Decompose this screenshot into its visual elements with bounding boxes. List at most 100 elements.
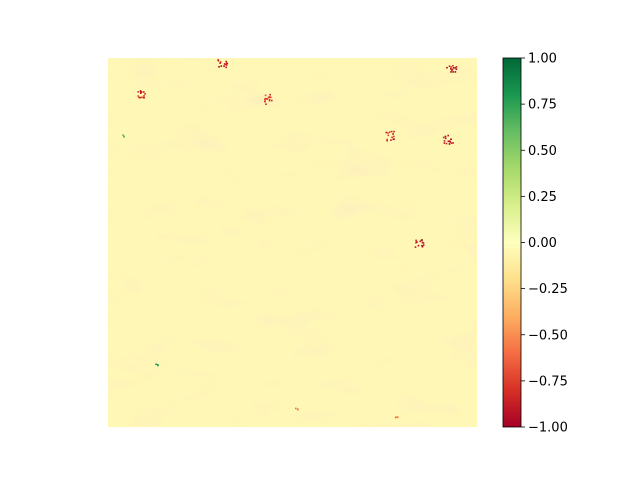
- heatmap-pixel: [455, 68, 458, 70]
- heatmap-pixel: [390, 139, 392, 141]
- heatmap-pixel: [385, 131, 388, 134]
- heatmap-pixel: [454, 71, 457, 73]
- heatmap-cluster: [137, 90, 146, 99]
- heatmap-pixel: [264, 100, 266, 103]
- heatmap-pixel: [265, 103, 267, 105]
- heatmap-pixel: [144, 93, 146, 95]
- heatmap-pixel: [295, 407, 297, 410]
- heatmap-pixel: [415, 241, 417, 244]
- heatmap-pixel: [419, 240, 422, 243]
- heatmap-texture: [108, 58, 477, 427]
- colorbar: 1.00 0.75 0.50 0.25 0.00 −0.25 −0.50 −0.75 −1.00: [502, 52, 568, 436]
- colorbar-tick-label: −1.00: [528, 421, 568, 436]
- heatmap-pixel: [387, 134, 390, 137]
- heatmap-pixel: [446, 66, 448, 69]
- heatmap-pixel: [417, 244, 420, 247]
- heatmap-pixel: [225, 63, 227, 66]
- heatmap-pixel: [223, 65, 225, 67]
- heatmap-pixel: [223, 63, 226, 65]
- colorbar-tick-label: 0.50: [528, 144, 557, 159]
- heatmap-pixel: [448, 143, 451, 145]
- heatmap-pixel: [394, 416, 397, 419]
- heatmap-pixel: [268, 96, 271, 98]
- heatmap-pixel: [390, 130, 393, 133]
- heatmap-pixel: [451, 69, 453, 72]
- heatmap-pixel: [393, 130, 395, 133]
- heatmap-pixel: [264, 94, 267, 97]
- heatmap-pixel: [139, 90, 142, 92]
- heatmap-pixel: [140, 92, 142, 94]
- heatmap-pixel: [447, 134, 449, 137]
- heatmap-pixel: [443, 142, 446, 144]
- colorbar-tick-label: −0.75: [528, 374, 568, 389]
- heatmap-pixel: [269, 96, 272, 99]
- heatmap-pixel: [452, 67, 455, 69]
- heatmap-cluster: [446, 65, 458, 73]
- colorbar-tick-label: −0.25: [528, 282, 568, 297]
- colorbar-tick-label: −0.50: [528, 328, 568, 343]
- heatmap-pixel: [444, 135, 447, 138]
- heatmap-pixel: [443, 140, 446, 142]
- heatmap-pixel: [141, 96, 143, 99]
- heatmap-pixel: [389, 131, 391, 133]
- heatmap-pixel: [455, 66, 458, 68]
- heatmap-point: [155, 363, 159, 367]
- heatmap-pixel: [268, 98, 271, 101]
- heatmap-pixel: [391, 136, 393, 139]
- heatmap-pixel: [219, 61, 222, 63]
- heatmap-pixel: [452, 65, 454, 67]
- heatmap-pixel: [141, 91, 143, 93]
- heatmap-pixel: [296, 408, 299, 411]
- heatmap-pixel: [139, 96, 141, 99]
- heatmap-pixel: [421, 244, 423, 247]
- heatmap-pixel: [450, 142, 453, 144]
- heatmap-pixel: [450, 71, 452, 73]
- heatmap-pixel: [450, 138, 452, 140]
- colorbar-tick-label: 0.00: [528, 236, 557, 251]
- heatmap-pixel: [387, 132, 389, 134]
- heatmap-pixel: [143, 95, 145, 97]
- heatmap-pixel: [386, 138, 388, 141]
- heatmap-pixel: [271, 99, 273, 102]
- heatmap-pixel: [155, 363, 157, 366]
- heatmap-pixel: [392, 133, 394, 135]
- heatmap-pixel: [264, 99, 266, 101]
- heatmap-pixel: [143, 96, 145, 99]
- heatmap-pixel: [265, 97, 267, 100]
- heatmap-pixel: [226, 62, 228, 64]
- heatmap-pixel: [454, 67, 456, 69]
- colorbar-gradient: [503, 58, 521, 427]
- heatmap-cluster: [263, 93, 273, 105]
- heatmap-pixel: [442, 136, 445, 139]
- heatmap-pixel: [392, 138, 395, 141]
- heatmap-pixel: [269, 93, 271, 96]
- heatmap-pixel: [450, 66, 452, 68]
- heatmap-pixel: [448, 65, 451, 67]
- heatmap-pixel: [225, 66, 227, 69]
- heatmap-pixel: [448, 140, 451, 142]
- heatmap-pixel: [225, 64, 228, 67]
- heatmap-cluster: [217, 59, 229, 69]
- heatmap-pixel: [268, 99, 271, 102]
- heatmap-pixel: [397, 416, 399, 418]
- heatmap-pixel: [393, 135, 395, 138]
- heatmap-pixel: [122, 134, 124, 136]
- heatmap-cluster: [414, 239, 425, 248]
- heatmap-pixel: [452, 71, 454, 73]
- heatmap-pixel: [450, 68, 452, 70]
- heatmap-pixel: [157, 364, 159, 367]
- heatmap-pixel: [220, 65, 223, 67]
- heatmap-point: [295, 407, 299, 411]
- heatmap-pixel: [414, 246, 417, 248]
- heatmap-pixel: [219, 62, 221, 64]
- heatmap-pixel: [217, 59, 219, 61]
- heatmap-pixel: [143, 91, 145, 93]
- heatmap-pixel: [263, 98, 266, 100]
- colorbar-tick-label: 0.25: [528, 190, 557, 205]
- heatmap-pixel: [123, 136, 125, 138]
- heatmap-pixel: [137, 91, 139, 93]
- heatmap-pixel: [225, 60, 227, 63]
- heatmap-pixel: [137, 95, 139, 97]
- heatmap-image: [108, 58, 477, 427]
